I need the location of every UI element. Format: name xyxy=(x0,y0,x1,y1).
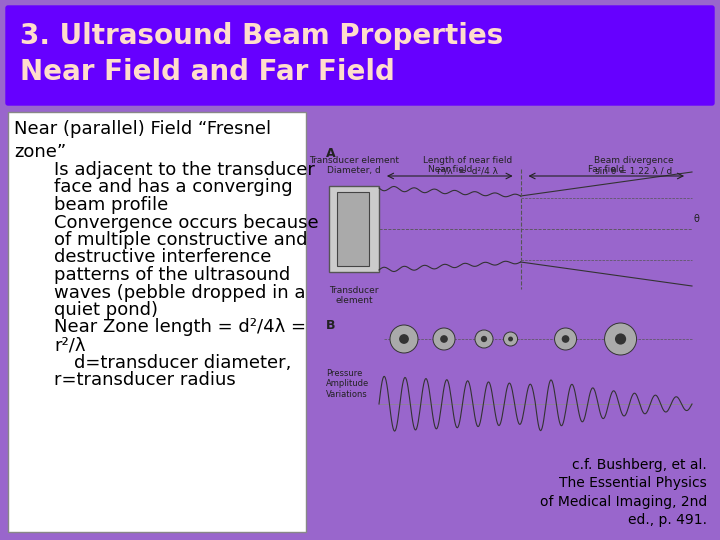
Text: 3. Ultrasound Beam Properties: 3. Ultrasound Beam Properties xyxy=(20,22,503,50)
Text: Near Field and Far Field: Near Field and Far Field xyxy=(20,58,395,86)
Text: beam profile: beam profile xyxy=(54,196,168,214)
Text: Length of near field
r²/λ  =  d²/4 λ: Length of near field r²/λ = d²/4 λ xyxy=(423,156,512,176)
Circle shape xyxy=(554,328,577,350)
Circle shape xyxy=(440,335,448,343)
Text: quiet pond): quiet pond) xyxy=(54,301,158,319)
Text: Far field: Far field xyxy=(588,165,624,174)
Circle shape xyxy=(562,335,570,343)
FancyBboxPatch shape xyxy=(8,112,306,532)
Text: Transducer element
Diameter, d: Transducer element Diameter, d xyxy=(309,156,399,176)
Text: B: B xyxy=(326,319,336,332)
Text: Convergence occurs because: Convergence occurs because xyxy=(54,213,319,232)
Text: Transducer
element: Transducer element xyxy=(329,286,379,306)
Circle shape xyxy=(615,333,626,345)
Text: Beam divergence
sin θ = 1.22 λ / d: Beam divergence sin θ = 1.22 λ / d xyxy=(594,156,674,176)
Text: face and has a converging: face and has a converging xyxy=(54,179,292,197)
Circle shape xyxy=(508,336,513,341)
Text: destructive interference: destructive interference xyxy=(54,248,271,267)
Circle shape xyxy=(481,336,487,342)
Text: Near Zone length = d²/4λ =: Near Zone length = d²/4λ = xyxy=(54,319,306,336)
Bar xyxy=(329,186,379,272)
Text: r²/λ: r²/λ xyxy=(54,336,86,354)
Text: A: A xyxy=(326,147,336,160)
Circle shape xyxy=(503,332,518,346)
Text: c.f. Bushberg, et al.
The Essential Physics
of Medical Imaging, 2nd
ed., p. 491.: c.f. Bushberg, et al. The Essential Phys… xyxy=(540,458,707,527)
Circle shape xyxy=(475,330,493,348)
Circle shape xyxy=(399,334,409,344)
Circle shape xyxy=(605,323,636,355)
Text: of multiple constructive and: of multiple constructive and xyxy=(54,231,307,249)
Text: waves (pebble dropped in a: waves (pebble dropped in a xyxy=(54,284,305,301)
Text: Near (parallel) Field “Fresnel
zone”: Near (parallel) Field “Fresnel zone” xyxy=(14,120,271,161)
Circle shape xyxy=(433,328,455,350)
Text: patterns of the ultrasound: patterns of the ultrasound xyxy=(54,266,290,284)
Text: Pressure
Amplitude
Variations: Pressure Amplitude Variations xyxy=(326,369,369,399)
Text: d=transducer diameter,: d=transducer diameter, xyxy=(74,354,292,372)
Text: Is adjacent to the transducer: Is adjacent to the transducer xyxy=(54,161,315,179)
Text: Near field: Near field xyxy=(428,165,472,174)
FancyBboxPatch shape xyxy=(6,6,714,105)
Circle shape xyxy=(390,325,418,353)
Text: r=transducer radius: r=transducer radius xyxy=(54,371,235,389)
Bar xyxy=(337,192,369,266)
Text: θ: θ xyxy=(694,214,700,224)
FancyBboxPatch shape xyxy=(314,112,712,532)
